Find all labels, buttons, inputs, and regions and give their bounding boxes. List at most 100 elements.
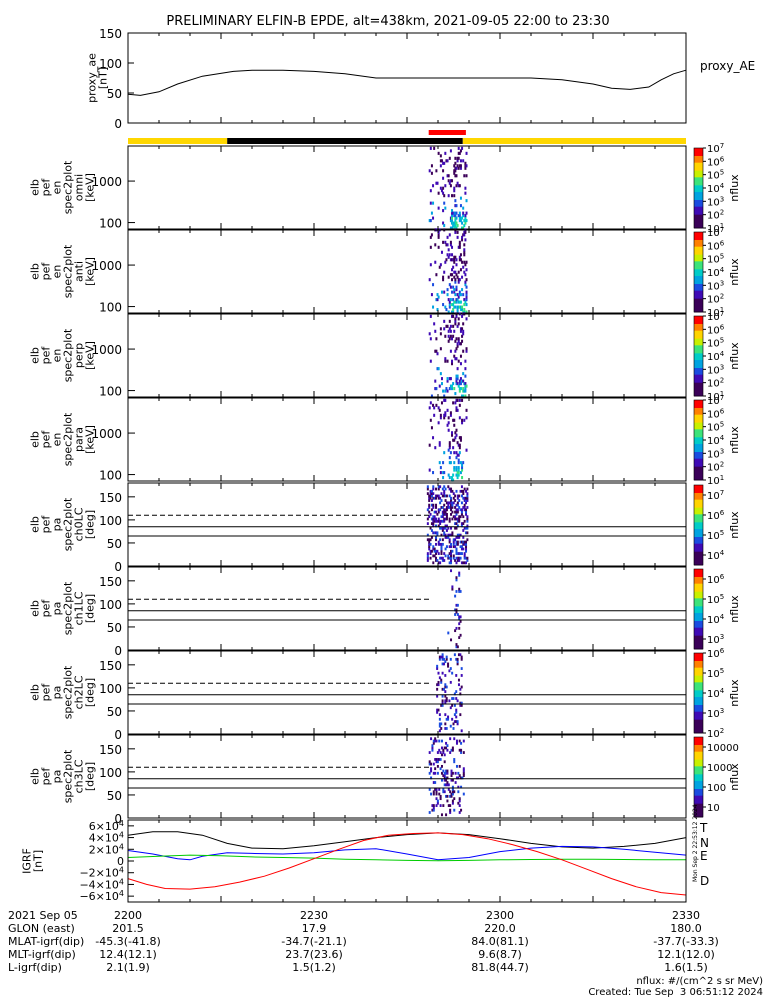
x-axis-value-time: 2230	[300, 909, 328, 922]
spectrogram-cell	[445, 794, 448, 798]
colorbar-segment	[694, 258, 703, 261]
spectrogram-cell	[430, 394, 433, 398]
spectrogram-cell	[429, 526, 432, 530]
spectrogram-cell	[462, 322, 465, 326]
spectrogram-cell	[448, 377, 451, 381]
spectrogram-cell	[457, 471, 460, 475]
spectrogram-cell	[432, 790, 435, 794]
spectrogram-cell	[465, 298, 468, 302]
spectrogram-cell	[452, 727, 455, 730]
spectrogram-cell	[434, 387, 437, 391]
colorbar-segment	[694, 691, 703, 694]
spectrogram-cell	[443, 552, 446, 555]
spectrogram-cell	[454, 431, 457, 435]
colorbar-segment	[694, 701, 703, 703]
spectrogram-cell	[443, 783, 446, 787]
spectrogram-cell	[446, 324, 449, 328]
spectrogram-cell	[460, 701, 463, 705]
spectrogram-cell	[455, 643, 458, 646]
y-tick-label: 1000	[91, 175, 122, 189]
spectrogram-cell	[443, 494, 446, 498]
spectrogram-cell	[440, 704, 443, 707]
colorbar-segment	[694, 406, 703, 409]
spectrogram-cell	[438, 461, 441, 465]
spectrogram-cell	[456, 408, 459, 412]
spectrogram-cell	[455, 720, 458, 723]
colorbar-segment	[694, 762, 703, 765]
spectrogram-cell	[447, 416, 450, 420]
spectrogram-cell	[458, 184, 461, 188]
colorbar-segment	[694, 573, 703, 575]
plot-frame-energy	[127, 145, 687, 230]
colorbar-segment	[694, 350, 703, 353]
colorbar-segment	[694, 242, 703, 245]
spectrogram-cell	[432, 515, 435, 519]
colorbar-segment	[694, 364, 703, 366]
y-tick-label: 50	[107, 537, 122, 551]
spectrogram-cell	[460, 729, 463, 733]
spectrogram-cell	[452, 224, 455, 228]
spectrogram-cell	[465, 278, 468, 282]
spectrogram-cell	[447, 788, 450, 791]
spectrogram-cell	[452, 265, 455, 269]
spectrogram-cell	[456, 559, 459, 562]
spectrogram-cell	[451, 517, 454, 521]
spectrogram-cell	[444, 494, 447, 498]
colorbar-segment	[694, 678, 703, 681]
spectrogram-cell	[455, 576, 458, 580]
spectrogram-cell	[435, 556, 438, 560]
spectrogram-cell	[458, 494, 461, 498]
spectrogram-cell	[432, 492, 435, 496]
spectrogram-cell	[455, 184, 458, 188]
spectrogram-cell	[462, 547, 465, 551]
spectrogram-cell	[451, 273, 454, 277]
colorbar-tick-label: 103	[707, 363, 724, 376]
spectrogram-cell	[430, 499, 433, 502]
colorbar-segment	[694, 578, 703, 581]
spectrogram-cell	[440, 771, 443, 775]
spectrogram-cell	[452, 438, 455, 442]
spectrogram-cell	[465, 199, 468, 203]
spectrogram-cell	[453, 214, 456, 218]
colorbar-tick-label: 106	[707, 323, 725, 336]
spectrogram-cell	[458, 398, 461, 402]
spectrogram-cell	[456, 542, 459, 546]
spectrogram-cell	[449, 149, 452, 153]
spectrogram-cell	[451, 799, 454, 803]
spectrogram-cell	[447, 631, 450, 635]
spectrogram-cell	[465, 501, 468, 505]
spectrogram-cell	[432, 547, 435, 551]
spectrogram-cell	[454, 392, 457, 396]
spectrogram-cell	[441, 487, 444, 491]
spectrogram-cell	[454, 339, 457, 343]
spectrogram-cell	[444, 526, 447, 530]
x-axis-value-l: 1.5(1.2)	[292, 961, 336, 974]
spectrogram-cell	[430, 494, 433, 498]
colorbar-segment	[694, 778, 703, 781]
colorbar-segment	[694, 248, 703, 250]
spectrogram-cell	[456, 382, 459, 386]
colorbar-tick-label: 102	[707, 209, 724, 222]
spectrogram-cell	[440, 680, 443, 684]
plot-frame-pitch-angle	[127, 482, 687, 567]
spectrogram-cell	[446, 377, 449, 381]
spectrogram-cell	[455, 547, 458, 551]
spectrogram-cell	[432, 522, 435, 525]
spectrogram-cell	[461, 463, 464, 467]
colorbar-segment	[694, 358, 703, 361]
spectrogram-cell	[449, 451, 452, 455]
spectrogram-cell	[456, 324, 459, 328]
spectrogram-cell	[444, 713, 447, 717]
spectrogram-cell	[460, 545, 463, 549]
colorbar-segment	[694, 416, 703, 418]
y-axis-label-line: elb	[29, 516, 42, 533]
spectrogram-cell	[448, 487, 451, 491]
spectrogram-cell	[428, 503, 431, 507]
legend-proxy-ae: proxy_AE	[700, 59, 755, 73]
spectrogram-cell	[430, 426, 433, 430]
spectrogram-cell	[453, 704, 456, 707]
spectrogram-cell	[455, 473, 458, 477]
spectrogram-cell	[434, 349, 437, 353]
spectrogram-cell	[450, 506, 453, 509]
